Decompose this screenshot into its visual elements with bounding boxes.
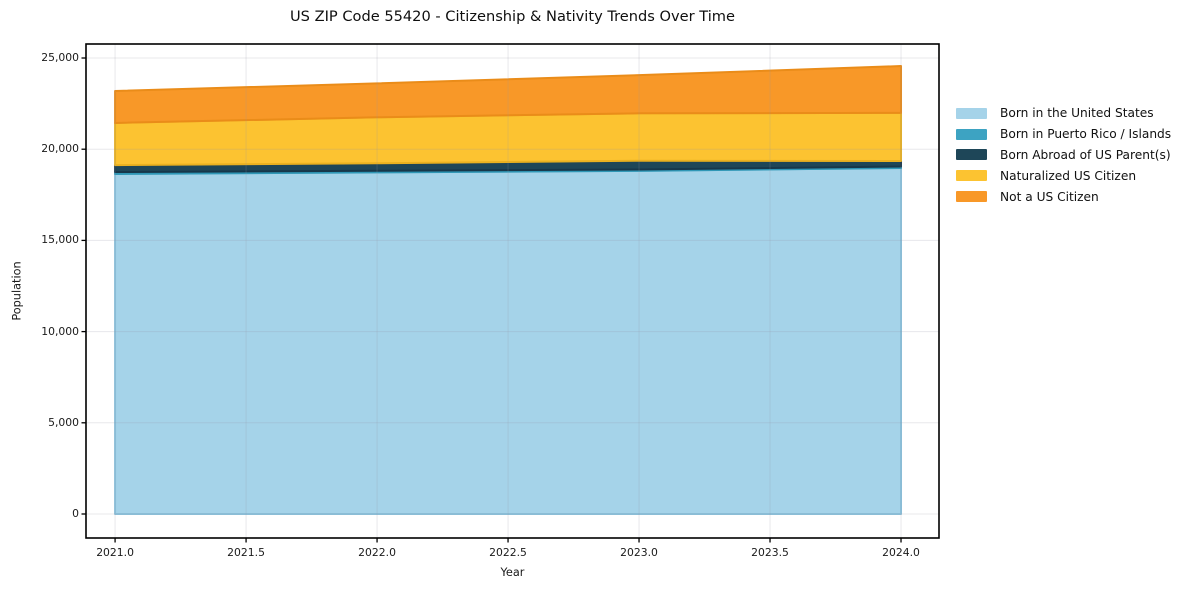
plot-frame	[85, 43, 940, 539]
x-axis-label: Year	[500, 566, 525, 579]
legend-item: Born Abroad of US Parent(s)	[956, 145, 1171, 166]
legend-item: Born in Puerto Rico / Islands	[956, 124, 1171, 145]
legend-item: Naturalized US Citizen	[956, 165, 1171, 186]
legend-label: Born in the United States	[1000, 106, 1154, 121]
legend-item: Born in the United States	[956, 103, 1171, 124]
x-tick-label: 2024.0	[882, 546, 920, 559]
legend-swatch	[956, 128, 987, 140]
x-tick-label: 2022.0	[358, 546, 396, 559]
x-tick-label: 2023.5	[751, 546, 789, 559]
y-tick-label: 20,000	[41, 142, 79, 156]
legend-swatch	[956, 149, 987, 161]
x-tick-label: 2022.5	[489, 546, 527, 559]
legend: Born in the United States Born in Puerto …	[956, 103, 1171, 207]
y-tick-label: 15,000	[41, 233, 79, 247]
x-tick-label: 2021.5	[227, 546, 265, 559]
legend-label: Born Abroad of US Parent(s)	[1000, 147, 1171, 162]
legend-label: Not a US Citizen	[1000, 189, 1099, 204]
legend-label: Born in Puerto Rico / Islands	[1000, 127, 1172, 142]
legend-swatch	[956, 170, 987, 182]
legend-item: Not a US Citizen	[956, 186, 1171, 207]
area-band-4	[114, 65, 903, 124]
y-tick-label: 0	[72, 506, 79, 520]
y-tick-label: 5,000	[48, 415, 79, 429]
y-axis-label: Population	[10, 261, 24, 321]
legend-swatch	[956, 191, 987, 203]
chart-title: US ZIP Code 55420 - Citizenship & Nativi…	[290, 8, 735, 25]
legend-swatch	[956, 107, 987, 119]
x-tick-label: 2023.0	[620, 546, 658, 559]
y-tick-label: 25,000	[41, 51, 79, 64]
y-tick-label: 10,000	[41, 324, 79, 338]
x-tick-label: 2021.0	[96, 546, 134, 559]
legend-label: Naturalized US Citizen	[1000, 168, 1137, 183]
